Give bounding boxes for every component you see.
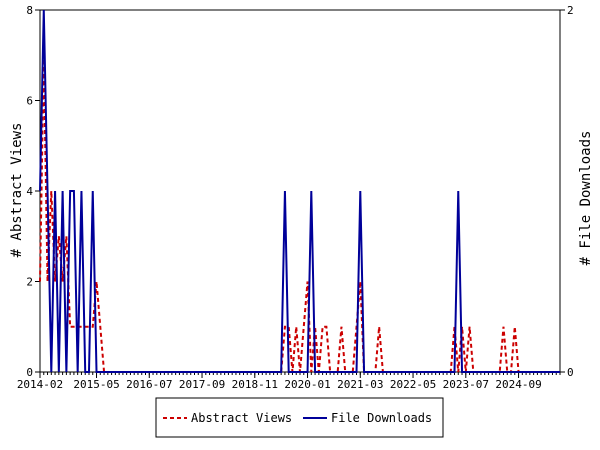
x-tick-label: 2017-09 <box>179 378 225 391</box>
x-tick-label: 2021-03 <box>337 378 383 391</box>
x-tick-label: 2020-01 <box>284 378 330 391</box>
y2-tick-label: 2 <box>567 4 574 17</box>
y-tick-label: 8 <box>26 4 33 17</box>
y-tick-label: 2 <box>26 276 33 289</box>
legend-box <box>155 397 444 438</box>
legend: Abstract Views File Downloads <box>155 397 444 438</box>
y-tick-label: 4 <box>26 185 33 198</box>
x-tick-label: 2022-05 <box>390 378 436 391</box>
y-tick-label: 6 <box>26 95 33 108</box>
x-tick-label: 2023-07 <box>443 378 489 391</box>
x-tick-label: 2014-02 <box>17 378 63 391</box>
y2-axis-title: # File Downloads <box>578 131 594 266</box>
legend-label-abstract-views: Abstract Views <box>191 411 292 425</box>
y-axis-title: # Abstract Views <box>9 123 25 258</box>
series-line-abstract-views <box>39 55 560 373</box>
plot-area: 2014-02 2015-05 2016-07 2017-09 2018-11 2020-… <box>17 4 574 391</box>
x-tick-label: 2016-07 <box>126 378 172 391</box>
x-tick-label: 2018-11 <box>232 378 278 391</box>
series-line-file-downloads <box>39 9 560 373</box>
y2-tick-label: 0 <box>567 366 574 379</box>
legend-label-file-downloads: File Downloads <box>331 411 432 425</box>
y-tick-label: 0 <box>26 366 33 379</box>
x-tick-label: 2015-05 <box>73 378 119 391</box>
x-tick-label: 2024-09 <box>495 378 541 391</box>
